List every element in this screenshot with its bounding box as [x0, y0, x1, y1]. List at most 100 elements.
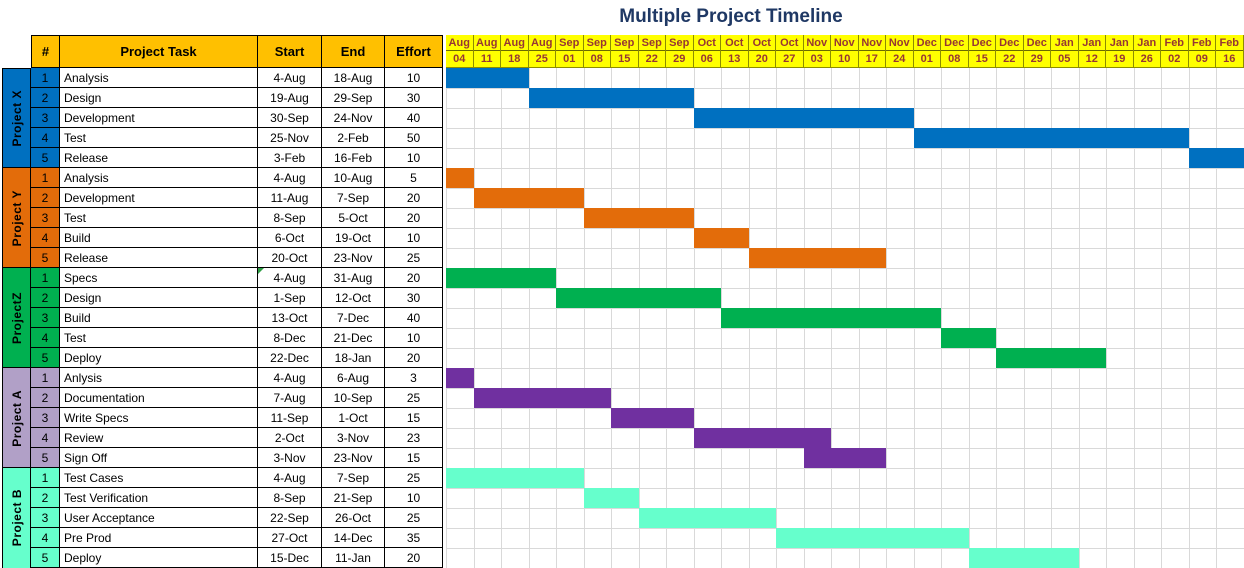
- task-name-cell[interactable]: Build: [60, 308, 258, 328]
- task-start-cell[interactable]: 8-Sep: [258, 208, 322, 228]
- task-name-cell[interactable]: Anlysis: [60, 368, 258, 388]
- task-name-cell[interactable]: Specs: [60, 268, 258, 288]
- week-header-cell[interactable]: Nov 17: [858, 35, 886, 68]
- task-start-cell[interactable]: 4-Aug: [258, 268, 322, 288]
- row-number-cell[interactable]: 4: [31, 528, 60, 548]
- week-header-cell[interactable]: Dec 01: [913, 35, 941, 68]
- gantt-bar-project-a[interactable]: [611, 408, 694, 428]
- task-name-cell[interactable]: Test: [60, 128, 258, 148]
- task-end-cell[interactable]: 12-Oct: [322, 288, 385, 308]
- row-number-cell[interactable]: 2: [31, 388, 60, 408]
- task-start-cell[interactable]: 25-Nov: [258, 128, 322, 148]
- week-header-cell[interactable]: Jan 12: [1078, 35, 1106, 68]
- task-name-cell[interactable]: Test Cases: [60, 468, 258, 488]
- project-group-label-projectz[interactable]: ProjectZ: [2, 267, 31, 369]
- gantt-bar-project-b[interactable]: [776, 528, 969, 548]
- week-header-cell[interactable]: Oct 06: [693, 35, 721, 68]
- task-name-cell[interactable]: Test Verification: [60, 488, 258, 508]
- task-name-cell[interactable]: Pre Prod: [60, 528, 258, 548]
- task-end-cell[interactable]: 19-Oct: [322, 228, 385, 248]
- task-start-cell[interactable]: 13-Oct: [258, 308, 322, 328]
- task-end-cell[interactable]: 10-Aug: [322, 168, 385, 188]
- task-name-cell[interactable]: Design: [60, 88, 258, 108]
- task-start-cell[interactable]: 4-Aug: [258, 168, 322, 188]
- week-header-cell[interactable]: Sep 29: [666, 35, 694, 68]
- gantt-bar-project-a[interactable]: [446, 368, 474, 388]
- task-effort-cell[interactable]: 10: [385, 488, 443, 508]
- week-header-cell[interactable]: Sep 15: [611, 35, 639, 68]
- gantt-bar-project-b[interactable]: [446, 468, 584, 488]
- task-effort-cell[interactable]: 23: [385, 428, 443, 448]
- task-name-cell[interactable]: Release: [60, 248, 258, 268]
- task-effort-cell[interactable]: 5: [385, 168, 443, 188]
- task-effort-cell[interactable]: 15: [385, 448, 443, 468]
- row-number-cell[interactable]: 1: [31, 368, 60, 388]
- row-number-cell[interactable]: 2: [31, 288, 60, 308]
- project-group-label-project-b[interactable]: Project B: [2, 467, 31, 568]
- task-name-cell[interactable]: Review: [60, 428, 258, 448]
- column-header-number[interactable]: #: [31, 35, 60, 68]
- gantt-bar-project-a[interactable]: [473, 388, 611, 408]
- gantt-bar-projectz[interactable]: [721, 308, 941, 328]
- task-effort-cell[interactable]: 20: [385, 208, 443, 228]
- week-header-cell[interactable]: Oct 20: [748, 35, 776, 68]
- week-header-cell[interactable]: Dec 29: [1023, 35, 1051, 68]
- row-number-cell[interactable]: 3: [31, 508, 60, 528]
- task-start-cell[interactable]: 4-Aug: [258, 468, 322, 488]
- gantt-bar-project-a[interactable]: [693, 428, 831, 448]
- task-start-cell[interactable]: 3-Feb: [258, 148, 322, 168]
- task-start-cell[interactable]: 8-Sep: [258, 488, 322, 508]
- gantt-bar-project-b[interactable]: [638, 508, 776, 528]
- task-name-cell[interactable]: Development: [60, 108, 258, 128]
- task-end-cell[interactable]: 3-Nov: [322, 428, 385, 448]
- week-header-cell[interactable]: Aug 18: [501, 35, 529, 68]
- task-name-cell[interactable]: Analysis: [60, 68, 258, 88]
- row-number-cell[interactable]: 4: [31, 228, 60, 248]
- row-number-cell[interactable]: 1: [31, 468, 60, 488]
- task-end-cell[interactable]: 2-Feb: [322, 128, 385, 148]
- gantt-bar-project-b[interactable]: [583, 488, 639, 508]
- task-effort-cell[interactable]: 25: [385, 388, 443, 408]
- task-end-cell[interactable]: 23-Nov: [322, 248, 385, 268]
- week-header-cell[interactable]: Feb 16: [1216, 35, 1244, 68]
- gantt-bar-project-x[interactable]: [913, 128, 1189, 148]
- row-number-cell[interactable]: 3: [31, 208, 60, 228]
- row-number-cell[interactable]: 1: [31, 168, 60, 188]
- task-name-cell[interactable]: Analysis: [60, 168, 258, 188]
- task-name-cell[interactable]: Build: [60, 228, 258, 248]
- task-name-cell[interactable]: Deploy: [60, 548, 258, 568]
- week-header-cell[interactable]: Aug 11: [473, 35, 501, 68]
- task-name-cell[interactable]: Documentation: [60, 388, 258, 408]
- task-end-cell[interactable]: 7-Sep: [322, 188, 385, 208]
- gantt-bar-project-y[interactable]: [473, 188, 584, 208]
- row-number-cell[interactable]: 5: [31, 348, 60, 368]
- week-header-cell[interactable]: Oct 27: [776, 35, 804, 68]
- gantt-bar-projectz[interactable]: [996, 348, 1106, 368]
- task-start-cell[interactable]: 11-Aug: [258, 188, 322, 208]
- row-number-cell[interactable]: 3: [31, 308, 60, 328]
- week-header-cell[interactable]: Sep 01: [556, 35, 584, 68]
- week-header-cell[interactable]: Nov 03: [803, 35, 831, 68]
- column-header-effort[interactable]: Effort: [385, 35, 443, 68]
- task-effort-cell[interactable]: 20: [385, 188, 443, 208]
- task-name-cell[interactable]: Release: [60, 148, 258, 168]
- week-header-cell[interactable]: Dec 15: [968, 35, 996, 68]
- task-start-cell[interactable]: 6-Oct: [258, 228, 322, 248]
- week-header-cell[interactable]: Dec 08: [941, 35, 969, 68]
- task-effort-cell[interactable]: 3: [385, 368, 443, 388]
- task-effort-cell[interactable]: 20: [385, 268, 443, 288]
- week-header-cell[interactable]: Jan 05: [1051, 35, 1079, 68]
- week-header-cell[interactable]: Feb 09: [1188, 35, 1216, 68]
- task-end-cell[interactable]: 7-Dec: [322, 308, 385, 328]
- task-start-cell[interactable]: 20-Oct: [258, 248, 322, 268]
- row-number-cell[interactable]: 5: [31, 148, 60, 168]
- task-name-cell[interactable]: Design: [60, 288, 258, 308]
- task-effort-cell[interactable]: 30: [385, 88, 443, 108]
- task-end-cell[interactable]: 21-Dec: [322, 328, 385, 348]
- task-start-cell[interactable]: 8-Dec: [258, 328, 322, 348]
- row-number-cell[interactable]: 1: [31, 268, 60, 288]
- gantt-bar-project-y[interactable]: [693, 228, 749, 248]
- task-name-cell[interactable]: Write Specs: [60, 408, 258, 428]
- row-number-cell[interactable]: 4: [31, 328, 60, 348]
- task-effort-cell[interactable]: 25: [385, 468, 443, 488]
